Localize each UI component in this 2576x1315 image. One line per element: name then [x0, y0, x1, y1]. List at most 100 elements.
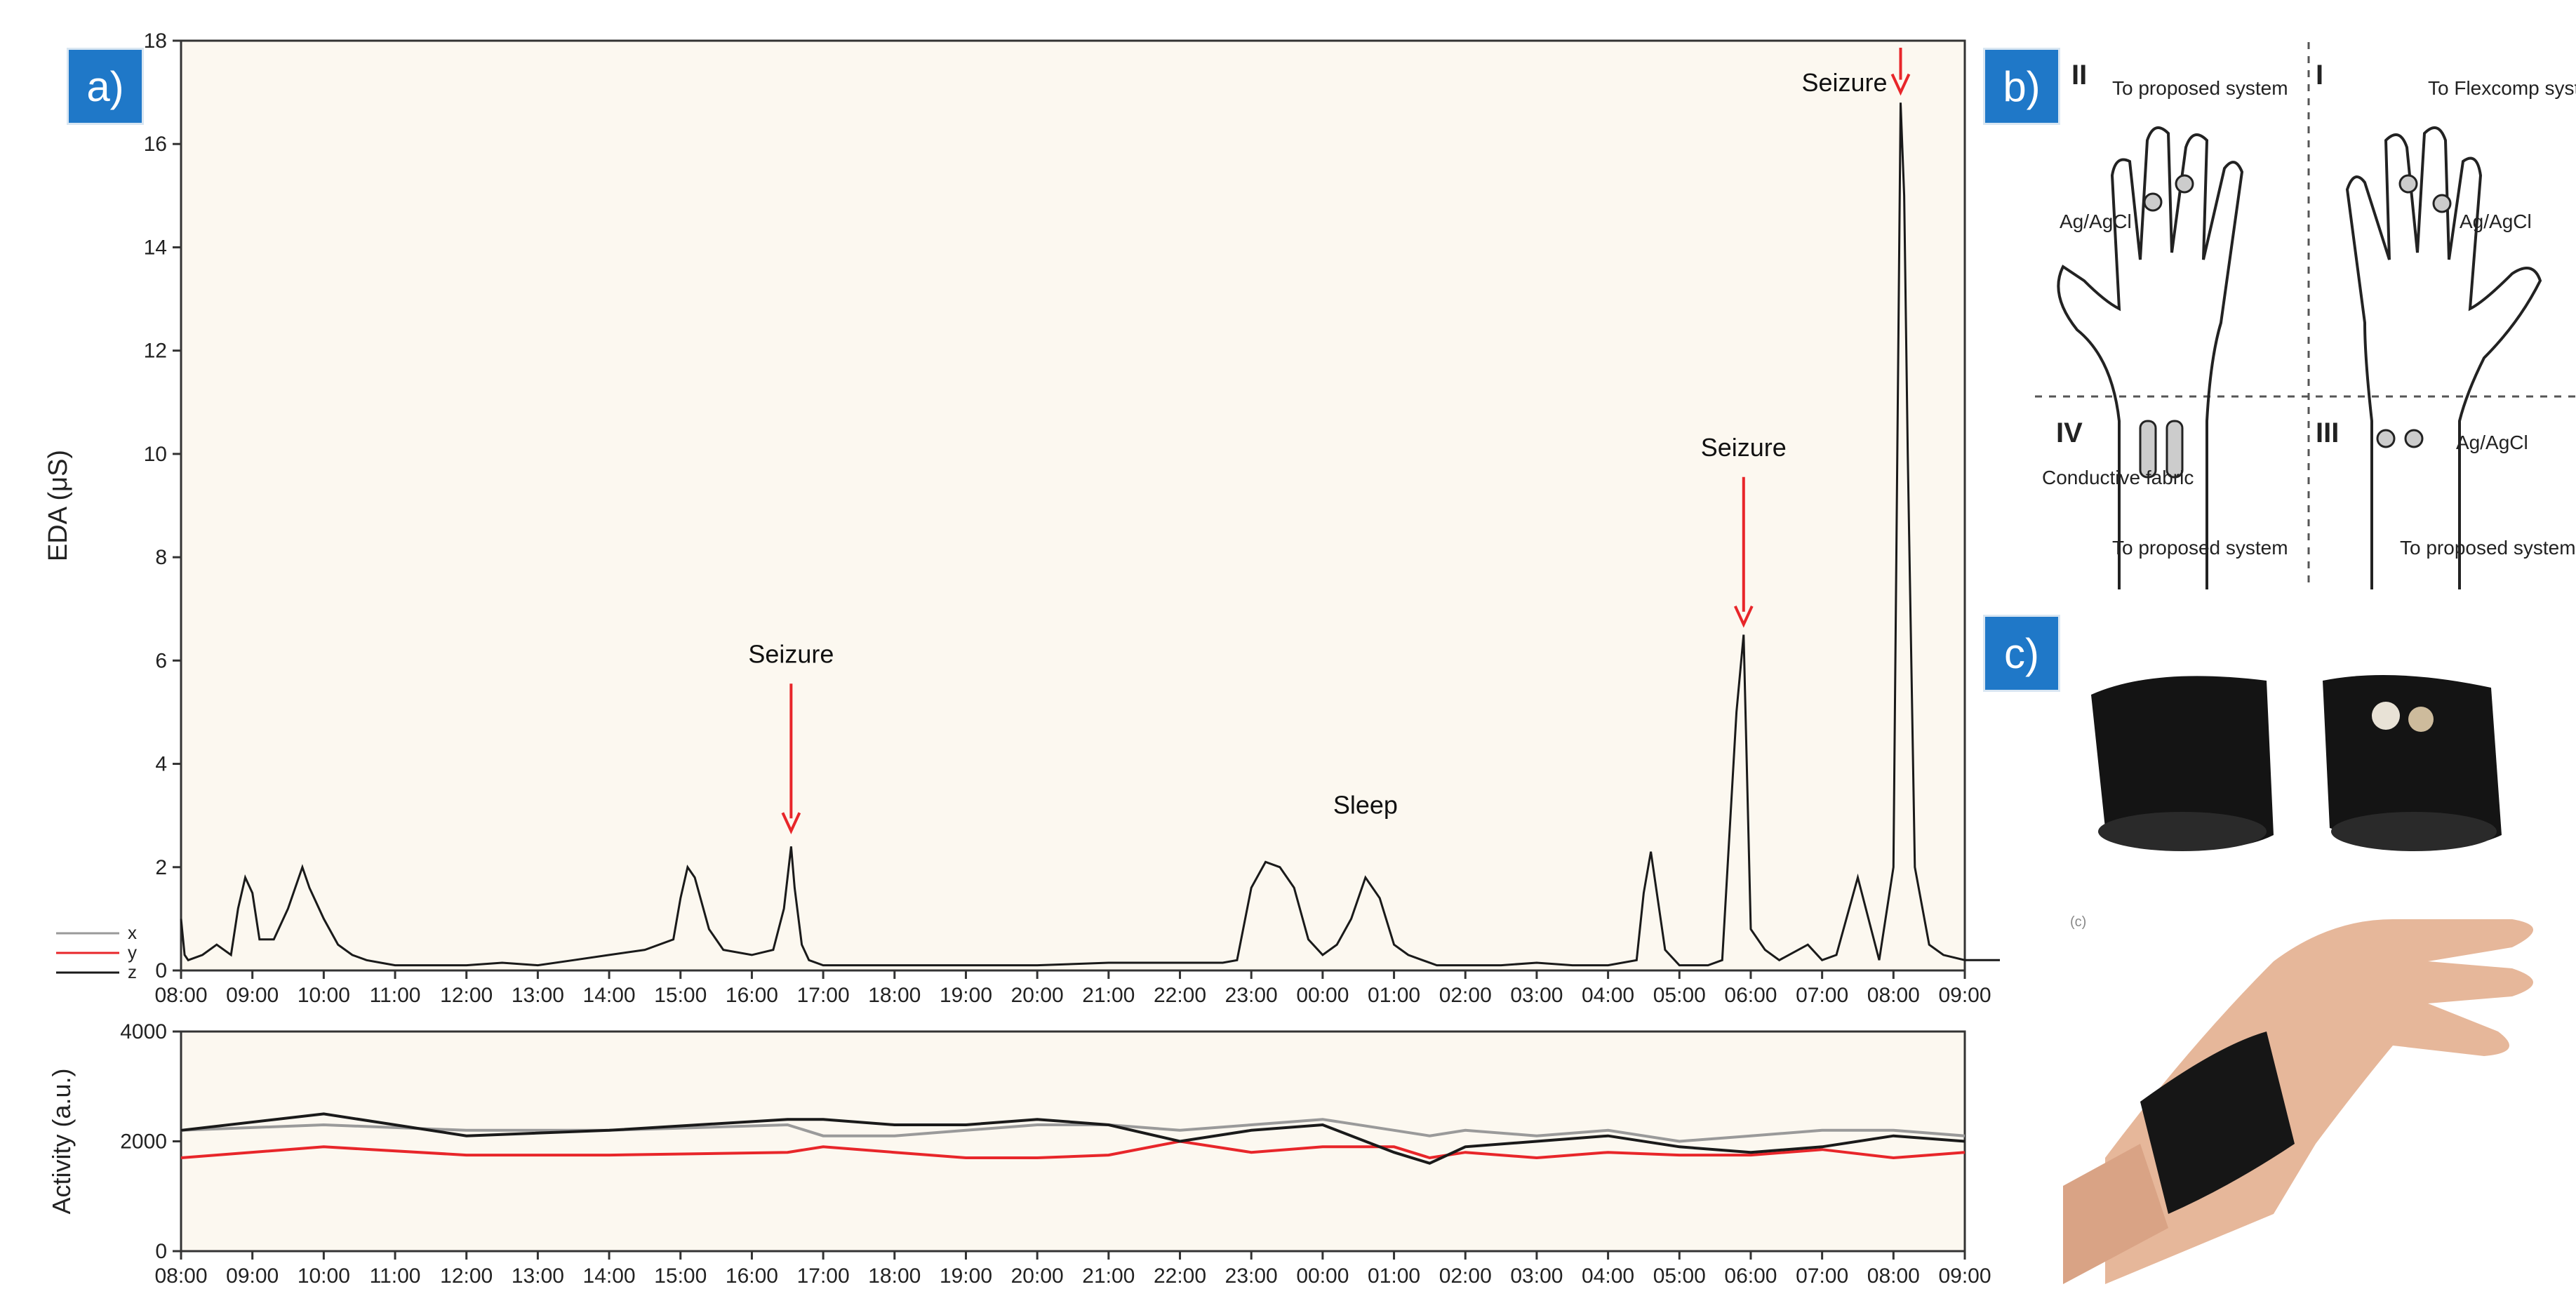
right-hand-drawing — [2345, 126, 2542, 589]
quadrant-iii: III — [2316, 418, 2339, 448]
activity-xtick-label: 19:00 — [940, 1264, 992, 1288]
eda-xtick-label: 09:00 — [1938, 984, 1991, 1007]
seizure-arrow-head — [1733, 605, 1754, 628]
eda-ytick-label: 10 — [144, 443, 167, 466]
eda-xtick-label: 00:00 — [1296, 984, 1349, 1007]
activity-ytick-label: 4000 — [120, 1020, 167, 1043]
activity-xtick-label: 03:00 — [1510, 1264, 1563, 1288]
eda-xtick-label: 17:00 — [797, 984, 850, 1007]
label-q3-bottom: To proposed system — [2400, 537, 2576, 559]
activity-xtick-label: 12:00 — [440, 1264, 493, 1288]
panel-b-badge: b) — [1983, 48, 2060, 125]
legend-label-y: y — [128, 942, 137, 963]
activity-xtick-label: 06:00 — [1724, 1264, 1777, 1288]
eda-ytick-label: 6 — [155, 649, 167, 672]
activity-xtick-label: 04:00 — [1582, 1264, 1634, 1288]
eda-ytick-label: 16 — [144, 133, 167, 156]
eda-xtick-label: 01:00 — [1368, 984, 1420, 1007]
activity-xtick-label: 20:00 — [1011, 1264, 1064, 1288]
panel-a-badge: a) — [67, 48, 144, 125]
quadrant-i: I — [2316, 60, 2323, 91]
eda-xtick-label: 18:00 — [868, 984, 921, 1007]
seizure-arrow-head — [781, 812, 801, 835]
wristband-photo-1 — [2091, 676, 2274, 851]
legend-label-x: x — [128, 922, 137, 943]
wristband-photo-2 — [2323, 675, 2502, 851]
eda-xtick-label: 14:00 — [583, 984, 636, 1007]
eda-xtick-label: 06:00 — [1724, 984, 1777, 1007]
wristband-photos: (c) — [2063, 675, 2533, 1284]
eda-xtick-label: 22:00 — [1154, 984, 1206, 1007]
activity-y-axis-label: Activity (a.u.) — [47, 1068, 76, 1214]
label-q3-electrode: Ag/AgCl — [2456, 432, 2528, 453]
activity-plot-area — [180, 1030, 1966, 1253]
eda-xtick-label: 02:00 — [1439, 984, 1492, 1007]
label-q4-bottom: To proposed system — [2112, 537, 2288, 559]
activity-xtick-label: 08:00 — [1867, 1264, 1920, 1288]
eda-ytick-label: 0 — [155, 959, 167, 982]
activity-series-x — [180, 1118, 1966, 1143]
activity-xtick-label: 23:00 — [1225, 1264, 1278, 1288]
panel-c-badge: c) — [1983, 615, 2060, 692]
seizure-annotation: Seizure — [748, 639, 834, 668]
seizure-annotation: Seizure — [1701, 433, 1787, 462]
activity-xtick-label: 07:00 — [1796, 1264, 1848, 1288]
eda-xtick-label: 20:00 — [1011, 984, 1064, 1007]
label-q4-fabric: Conductive fabric — [2042, 467, 2194, 488]
quadrant-ii: II — [2071, 60, 2087, 91]
legend-label-z: z — [128, 961, 137, 982]
seizure-annotation: Seizure — [1801, 68, 1887, 97]
activity-series-y — [180, 1140, 1966, 1160]
activity-ytick-label: 2000 — [120, 1130, 167, 1154]
activity-xtick-label: 22:00 — [1154, 1264, 1206, 1288]
activity-xtick-label: 11:00 — [370, 1264, 421, 1288]
eda-xtick-label: 07:00 — [1796, 984, 1848, 1007]
eda-xtick-label: 08:00 — [1867, 984, 1920, 1007]
small-caption: (c) — [2070, 914, 2086, 930]
eda-ytick-label: 8 — [155, 546, 167, 569]
quadrant-iv: IV — [2056, 418, 2083, 448]
eda-xtick-label: 05:00 — [1653, 984, 1706, 1007]
eda-xtick-label: 19:00 — [940, 984, 992, 1007]
electrode-placement-diagram: II I IV III To proposed system To Flexco… — [2035, 42, 2576, 589]
eda-xtick-label: 16:00 — [726, 984, 778, 1007]
activity-xtick-label: 02:00 — [1439, 1264, 1492, 1288]
eda-ytick-label: 18 — [144, 29, 167, 53]
activity-xtick-label: 10:00 — [298, 1264, 350, 1288]
eda-xtick-label: 12:00 — [440, 984, 493, 1007]
activity-xtick-label: 01:00 — [1368, 1264, 1420, 1288]
eda-xtick-label: 04:00 — [1582, 984, 1634, 1007]
eda-xtick-label: 21:00 — [1082, 984, 1135, 1007]
activity-xtick-label: 17:00 — [797, 1264, 850, 1288]
activity-xtick-label: 15:00 — [654, 1264, 707, 1288]
label-q2-top: To proposed system — [2112, 77, 2288, 99]
eda-xtick-label: 10:00 — [298, 984, 350, 1007]
activity-xtick-label: 18:00 — [868, 1264, 921, 1288]
label-q1-electrode: Ag/AgCl — [2460, 211, 2532, 232]
eda-series-line — [180, 102, 2000, 967]
eda-chart: 0 2 4 6 8 10 12 14 16 18 08:00 09:00 10:00 11:00 12:00… — [44, 29, 2000, 1288]
activity-series-z — [180, 1112, 1966, 1165]
activity-xtick-label: 13:00 — [512, 1264, 564, 1288]
eda-ytick-label: 2 — [155, 856, 167, 879]
label-q2-electrode: Ag/AgCl — [2060, 211, 2132, 232]
eda-xtick-label: 03:00 — [1510, 984, 1563, 1007]
sleep-annotation: Sleep — [1333, 791, 1398, 820]
activity-xtick-label: 00:00 — [1296, 1264, 1349, 1288]
activity-xtick-label: 21:00 — [1082, 1264, 1135, 1288]
activity-xtick-label: 08:00 — [154, 1264, 207, 1288]
eda-plot-area — [180, 39, 1966, 972]
eda-y-axis-label: EDA (μS) — [44, 450, 73, 561]
activity-xtick-label: 16:00 — [726, 1264, 778, 1288]
eda-ytick-label: 12 — [144, 340, 167, 363]
eda-xtick-label: 08:00 — [154, 984, 207, 1007]
activity-xtick-label: 14:00 — [583, 1264, 636, 1288]
hand-wristband-photo — [2063, 919, 2533, 1284]
left-hand-drawing — [2057, 126, 2244, 589]
eda-xtick-label: 15:00 — [654, 984, 707, 1007]
eda-xtick-label: 23:00 — [1225, 984, 1278, 1007]
eda-ytick-label: 14 — [144, 236, 167, 259]
seizure-arrow-head — [1890, 73, 1911, 96]
eda-xtick-label: 09:00 — [226, 984, 279, 1007]
label-q1-top: To Flexcomp system — [2428, 77, 2576, 99]
